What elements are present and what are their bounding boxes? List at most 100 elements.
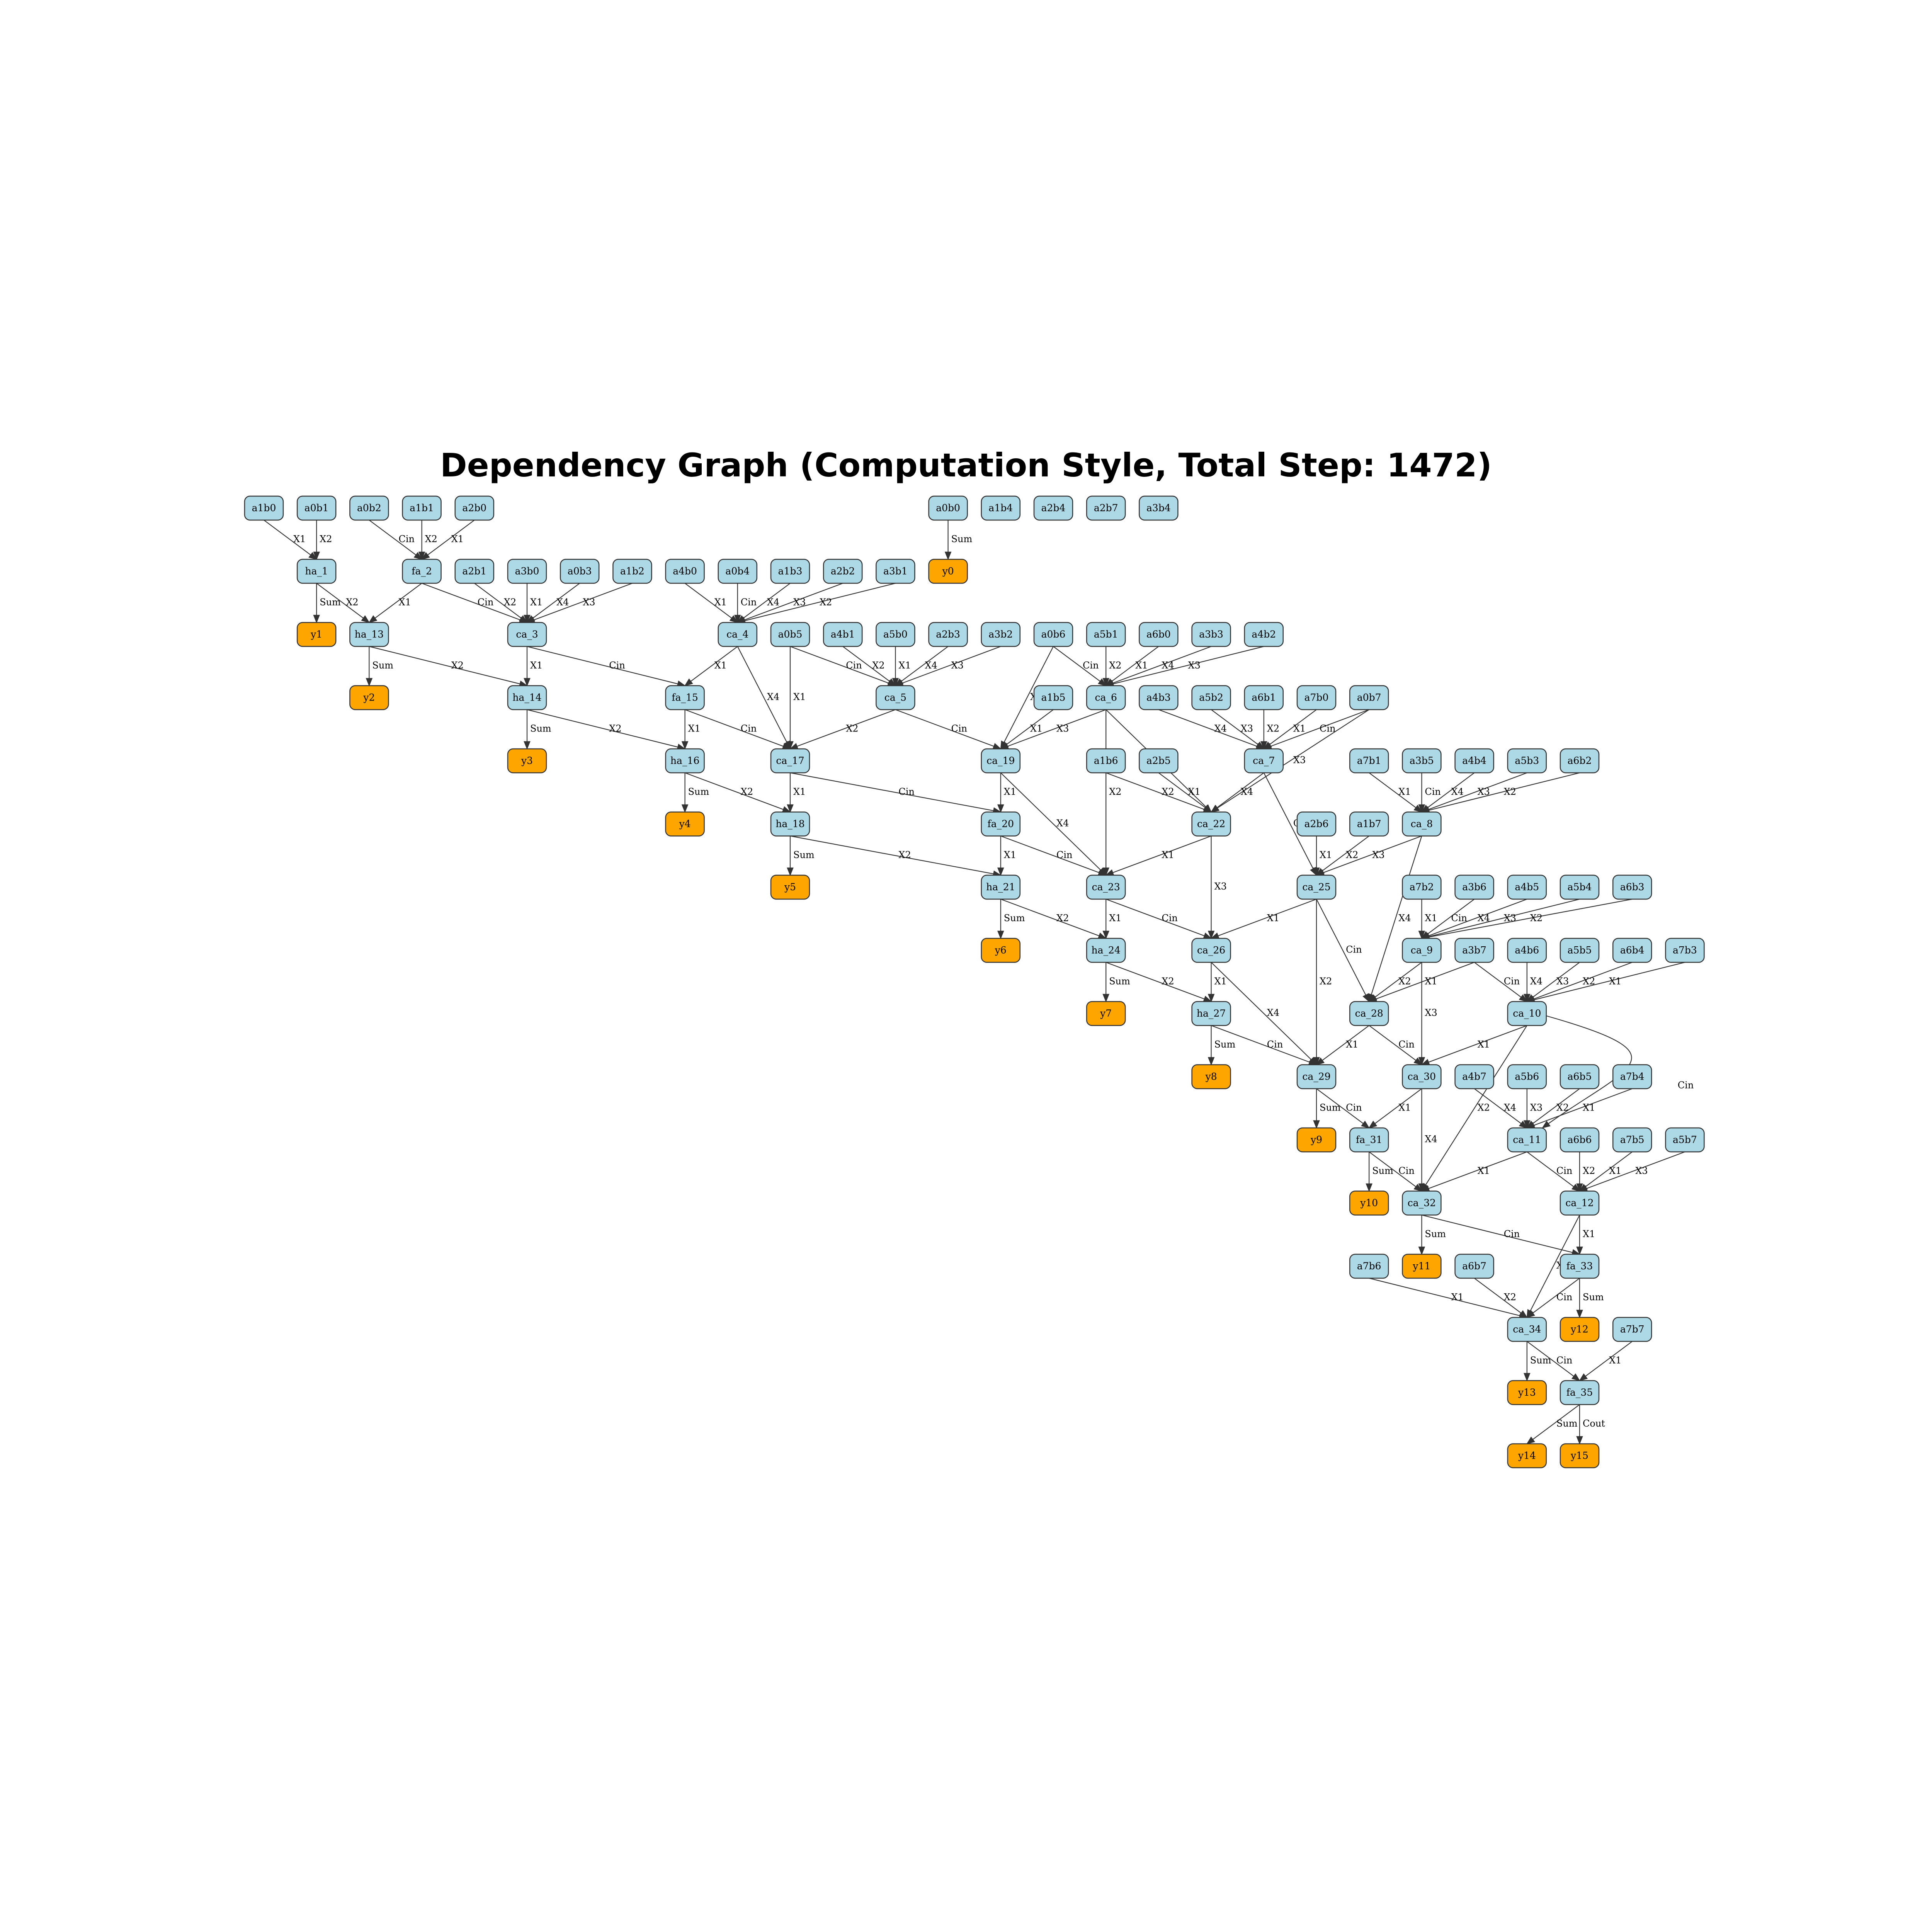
node-y10[interactable]: y10	[1349, 1190, 1389, 1216]
node-box[interactable]	[1507, 938, 1547, 963]
node-box[interactable]	[665, 559, 705, 584]
node-a0b2[interactable]: a0b2	[349, 495, 389, 521]
node-box[interactable]	[1349, 1190, 1389, 1216]
node-box[interactable]	[1349, 1001, 1389, 1026]
node-box[interactable]	[876, 559, 915, 584]
node-box[interactable]	[1139, 685, 1179, 710]
node-a1b5[interactable]: a1b5	[1033, 685, 1073, 710]
node-box[interactable]	[823, 559, 863, 584]
node-y9[interactable]: y9	[1296, 1127, 1337, 1153]
node-box[interactable]	[1402, 748, 1442, 774]
node-y2[interactable]: y2	[349, 685, 389, 710]
node-box[interactable]	[1507, 1380, 1547, 1405]
node-ca_17[interactable]: ca_17	[770, 748, 810, 774]
node-a5b6[interactable]: a5b6	[1507, 1064, 1547, 1089]
node-box[interactable]	[1191, 685, 1231, 710]
node-box[interactable]	[665, 811, 705, 837]
node-a1b2[interactable]: a1b2	[612, 559, 652, 584]
node-a2b6[interactable]: a2b6	[1296, 811, 1337, 837]
node-box[interactable]	[981, 811, 1021, 837]
node-box[interactable]	[665, 748, 705, 774]
node-a6b5[interactable]: a6b5	[1560, 1064, 1600, 1089]
node-box[interactable]	[928, 622, 968, 647]
node-a2b1[interactable]: a2b1	[454, 559, 495, 584]
node-ca_10[interactable]: ca_10	[1507, 1001, 1547, 1026]
node-ca_29[interactable]: ca_29	[1296, 1064, 1337, 1089]
node-box[interactable]	[981, 874, 1021, 900]
node-box[interactable]	[1560, 1190, 1600, 1216]
node-box[interactable]	[1244, 622, 1284, 647]
node-box[interactable]	[1665, 1127, 1705, 1153]
node-box[interactable]	[1612, 938, 1652, 963]
node-a6b0[interactable]: a6b0	[1139, 622, 1179, 647]
node-box[interactable]	[718, 559, 758, 584]
node-box[interactable]	[507, 622, 547, 647]
node-ha_14[interactable]: ha_14	[507, 685, 547, 710]
node-box[interactable]	[1296, 1064, 1337, 1089]
node-box[interactable]	[1560, 1064, 1600, 1089]
node-ha_16[interactable]: ha_16	[665, 748, 705, 774]
node-box[interactable]	[770, 559, 810, 584]
node-box[interactable]	[296, 559, 337, 584]
node-a3b5[interactable]: a3b5	[1402, 748, 1442, 774]
node-box[interactable]	[981, 748, 1021, 774]
node-y0[interactable]: y0	[928, 559, 968, 584]
node-box[interactable]	[1665, 938, 1705, 963]
node-a2b7[interactable]: a2b7	[1086, 495, 1126, 521]
node-a3b1[interactable]: a3b1	[876, 559, 915, 584]
node-box[interactable]	[1349, 685, 1389, 710]
node-y5[interactable]: y5	[770, 874, 810, 900]
node-y8[interactable]: y8	[1191, 1064, 1231, 1089]
node-fa_33[interactable]: fa_33	[1560, 1253, 1600, 1279]
node-a1b0[interactable]: a1b0	[244, 495, 284, 521]
node-a3b3[interactable]: a3b3	[1191, 622, 1231, 647]
node-box[interactable]	[770, 622, 810, 647]
node-a0b1[interactable]: a0b1	[296, 495, 337, 521]
node-ca_12[interactable]: ca_12	[1560, 1190, 1600, 1216]
node-box[interactable]	[349, 685, 389, 710]
node-box[interactable]	[1560, 1127, 1600, 1153]
node-box[interactable]	[1560, 1443, 1600, 1468]
node-a1b3[interactable]: a1b3	[770, 559, 810, 584]
node-box[interactable]	[1033, 622, 1073, 647]
node-box[interactable]	[1612, 1127, 1652, 1153]
node-box[interactable]	[1402, 1253, 1442, 1279]
node-box[interactable]	[402, 559, 442, 584]
node-a1b1[interactable]: a1b1	[402, 495, 442, 521]
node-box[interactable]	[981, 622, 1021, 647]
node-box[interactable]	[981, 495, 1021, 521]
node-y6[interactable]: y6	[981, 938, 1021, 963]
node-ca_30[interactable]: ca_30	[1402, 1064, 1442, 1089]
node-ha_13[interactable]: ha_13	[349, 622, 389, 647]
node-box[interactable]	[1296, 685, 1337, 710]
node-a5b5[interactable]: a5b5	[1560, 938, 1600, 963]
node-box[interactable]	[1402, 1064, 1442, 1089]
node-box[interactable]	[1191, 1001, 1231, 1026]
node-box[interactable]	[1454, 874, 1494, 900]
node-box[interactable]	[507, 685, 547, 710]
node-ca_23[interactable]: ca_23	[1086, 874, 1126, 900]
node-box[interactable]	[1454, 938, 1494, 963]
node-box[interactable]	[876, 622, 915, 647]
node-ca_25[interactable]: ca_25	[1296, 874, 1337, 900]
node-box[interactable]	[1191, 622, 1231, 647]
node-a4b3[interactable]: a4b3	[1139, 685, 1179, 710]
node-a7b2[interactable]: a7b2	[1402, 874, 1442, 900]
node-a3b6[interactable]: a3b6	[1454, 874, 1494, 900]
node-a6b3[interactable]: a6b3	[1612, 874, 1652, 900]
node-box[interactable]	[981, 938, 1021, 963]
node-box[interactable]	[1244, 748, 1284, 774]
node-box[interactable]	[1454, 1064, 1494, 1089]
node-a4b2[interactable]: a4b2	[1244, 622, 1284, 647]
node-box[interactable]	[244, 495, 284, 521]
node-box[interactable]	[1560, 938, 1600, 963]
node-box[interactable]	[1139, 622, 1179, 647]
node-a5b4[interactable]: a5b4	[1560, 874, 1600, 900]
node-a0b5[interactable]: a0b5	[770, 622, 810, 647]
node-ha_1[interactable]: ha_1	[296, 559, 337, 584]
node-y14[interactable]: y14	[1507, 1443, 1547, 1468]
node-box[interactable]	[349, 495, 389, 521]
node-a6b2[interactable]: a6b2	[1560, 748, 1600, 774]
node-ca_3[interactable]: ca_3	[507, 622, 547, 647]
node-box[interactable]	[1191, 938, 1231, 963]
